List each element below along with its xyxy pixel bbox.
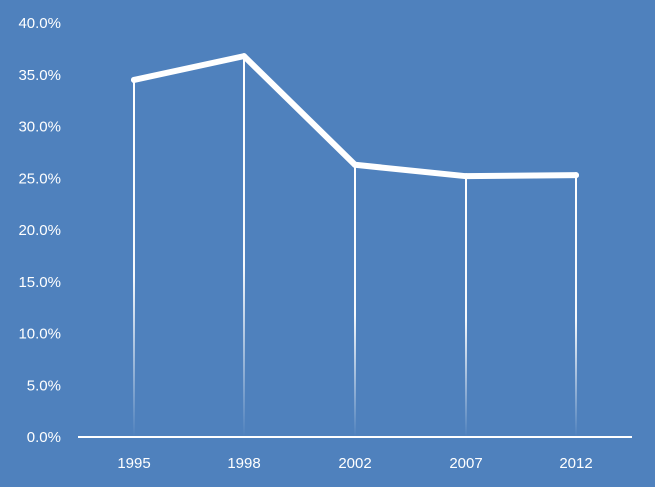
y-tick-label: 25.0% bbox=[18, 170, 61, 187]
x-tick-label: 1998 bbox=[227, 455, 260, 472]
data-point bbox=[463, 173, 469, 180]
series-group bbox=[131, 53, 579, 180]
y-tick-label: 10.0% bbox=[18, 326, 61, 343]
data-point bbox=[573, 172, 579, 179]
y-tick-label: 35.0% bbox=[18, 67, 61, 84]
series-line bbox=[131, 53, 579, 180]
y-tick-label: 30.0% bbox=[18, 119, 61, 136]
drop-line bbox=[465, 176, 467, 437]
x-axis-tick-labels: 1995 1998 2002 2007 2012 bbox=[117, 455, 592, 472]
y-tick-label: 40.0% bbox=[18, 15, 61, 32]
y-axis-tick-labels: 0.0% 5.0% 10.0% 15.0% 20.0% 25.0% 30.0% 35.0% 40… bbox=[18, 15, 61, 446]
y-tick-label: 15.0% bbox=[18, 274, 61, 291]
drop-line bbox=[243, 56, 245, 438]
x-tick-label: 2012 bbox=[559, 455, 592, 472]
drop-line bbox=[575, 175, 577, 437]
x-tick-label: 1995 bbox=[117, 455, 150, 472]
drop-line bbox=[354, 164, 356, 438]
drop-lines bbox=[133, 56, 577, 438]
drop-line bbox=[133, 79, 135, 438]
y-tick-label: 20.0% bbox=[18, 222, 61, 239]
data-point bbox=[352, 161, 358, 168]
data-point bbox=[241, 53, 247, 60]
x-tick-label: 2007 bbox=[449, 455, 482, 472]
x-tick-label: 2002 bbox=[338, 455, 371, 472]
y-tick-label: 0.0% bbox=[27, 429, 61, 446]
data-point bbox=[131, 76, 137, 83]
y-tick-label: 5.0% bbox=[27, 377, 61, 394]
